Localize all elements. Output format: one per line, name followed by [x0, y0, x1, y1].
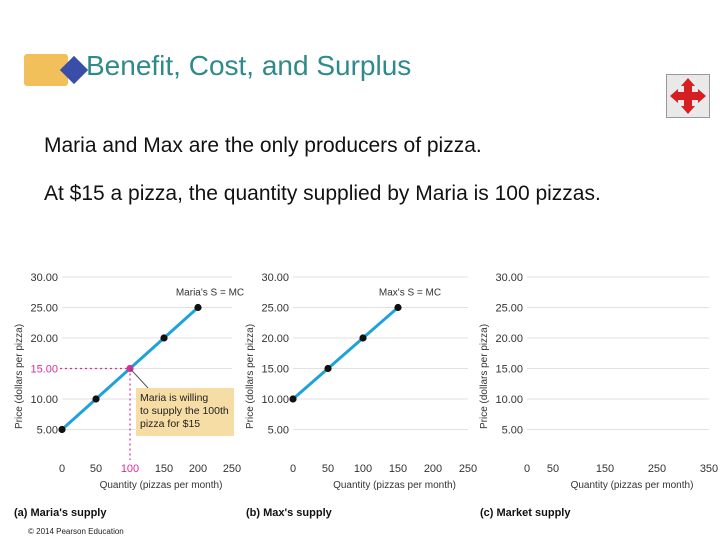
y-tick-label: 30.00 — [495, 272, 523, 284]
x-tick-label: 200 — [189, 463, 207, 475]
series-label: Maria's S = MC — [176, 288, 244, 299]
y-tick-label: 15.00 — [261, 364, 289, 376]
x-tick-label: 100 — [354, 463, 372, 475]
x-tick-label: 350 — [700, 463, 718, 475]
data-point — [194, 303, 202, 312]
y-tick-label: 20.00 — [261, 333, 289, 345]
y-tick-label: 10.00 — [495, 394, 523, 406]
x-tick-label: 150 — [596, 463, 614, 475]
supply-charts: Price (dollars per pizza) 5.00 10.00 15.00 2… — [14, 272, 718, 491]
y-axis-label: Price (dollars per pizza) — [479, 324, 490, 429]
data-point — [289, 395, 297, 403]
panel-a-caption: (a) Maria's supply — [14, 507, 107, 519]
x-tick-label: 250 — [223, 463, 241, 475]
y-tick-label: 30.00 — [261, 272, 289, 284]
callout-text: pizza for $15 — [140, 418, 200, 430]
x-tick-label: 0 — [59, 463, 65, 475]
x-tick-label: 150 — [155, 463, 173, 475]
data-point — [324, 364, 332, 373]
data-point — [58, 425, 66, 434]
panel-b-caption: (b) Max's supply — [246, 507, 332, 519]
y-tick-label: 10.00 — [261, 394, 289, 406]
data-point — [359, 334, 367, 342]
x-tick-label: 50 — [322, 463, 334, 475]
callout-text: Maria is willing — [140, 392, 208, 404]
series-label: Max's S = MC — [379, 288, 441, 299]
y-tick-label: 25.00 — [30, 303, 58, 315]
data-point — [160, 334, 168, 342]
four-way-arrows-icon-graphic — [670, 78, 706, 114]
x-axis-label: Quantity (pizzas per month) — [100, 480, 223, 491]
y-axis-label: Price (dollars per pizza) — [14, 324, 25, 429]
callout-box — [136, 388, 234, 436]
panel-c-caption: (c) Market supply — [480, 507, 571, 519]
data-point — [92, 395, 100, 403]
data-point — [394, 303, 402, 312]
callout-text: to supply the 100th — [140, 405, 229, 417]
x-tick-label: 250 — [459, 463, 477, 475]
y-tick-label: 20.00 — [495, 333, 523, 345]
body-line-1: Maria and Max are the only producers of … — [44, 134, 482, 157]
x-tick-label: 0 — [524, 463, 530, 475]
x-tick-label: 150 — [389, 463, 407, 475]
y-tick-label: 15.00 — [495, 364, 523, 376]
x-tick-label: 0 — [290, 463, 296, 475]
callout-leader — [129, 368, 149, 389]
y-tick-label: 25.00 — [495, 303, 523, 315]
x-axis-label: Quantity (pizzas per month) — [571, 480, 694, 491]
y-tick-label: 15.00 — [30, 364, 58, 376]
x-tick-label: 200 — [424, 463, 442, 475]
copyright-notice: © 2014 Pearson Education — [28, 527, 124, 536]
x-tick-label: 100 — [121, 463, 139, 475]
x-tick-label: 50 — [547, 463, 559, 475]
title-accent — [24, 52, 89, 86]
y-axis-label: Price (dollars per pizza) — [245, 324, 256, 429]
four-way-arrows-icon[interactable] — [666, 74, 710, 118]
y-tick-label: 5.00 — [502, 425, 523, 437]
y-tick-label: 25.00 — [261, 303, 289, 315]
body-line-2: At $15 a pizza, the quantity supplied by… — [44, 182, 601, 205]
x-axis-label: Quantity (pizzas per month) — [333, 480, 456, 491]
y-tick-label: 5.00 — [268, 425, 289, 437]
slide-title: Benefit, Cost, and Surplus — [86, 50, 412, 81]
x-tick-label: 250 — [648, 463, 666, 475]
y-tick-label: 5.00 — [37, 425, 58, 437]
y-tick-label: 10.00 — [30, 394, 58, 406]
y-tick-label: 30.00 — [30, 272, 58, 284]
supply-curve — [292, 306, 399, 401]
x-tick-label: 50 — [90, 463, 102, 475]
y-tick-label: 20.00 — [30, 333, 58, 345]
